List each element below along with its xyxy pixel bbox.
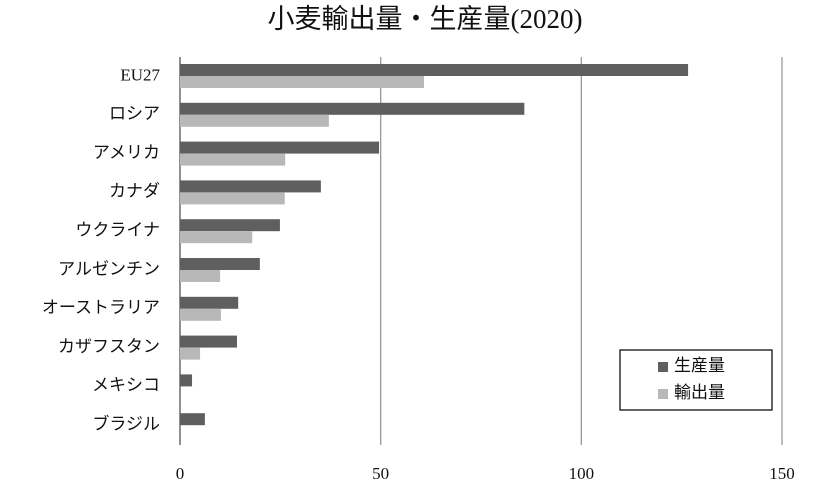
y-tick-label: EU27 bbox=[120, 65, 160, 84]
x-tick-label: 50 bbox=[372, 464, 389, 483]
bar bbox=[180, 64, 689, 76]
bar bbox=[180, 231, 253, 244]
legend-swatch bbox=[658, 362, 668, 372]
bar bbox=[180, 296, 239, 309]
bar bbox=[180, 102, 525, 115]
x-tick-label: 100 bbox=[569, 464, 595, 483]
bar bbox=[180, 308, 221, 321]
chart-title: 小麦輸出量・生産量(2020) bbox=[268, 4, 583, 34]
bar bbox=[180, 413, 205, 426]
y-tick-label: アルゼンチン bbox=[58, 259, 160, 278]
y-tick-label: オーストラリア bbox=[42, 298, 160, 317]
bar bbox=[180, 347, 201, 360]
y-tick-label: カザフスタン bbox=[58, 337, 160, 356]
y-tick-label: ブラジル bbox=[92, 414, 160, 434]
bar bbox=[180, 335, 237, 348]
legend-label: 輸出量 bbox=[674, 383, 725, 402]
bar bbox=[180, 219, 280, 232]
bar bbox=[180, 76, 425, 88]
y-tick-label: ウクライナ bbox=[75, 221, 160, 240]
legend-label: 生産量 bbox=[674, 356, 725, 375]
bar bbox=[180, 258, 260, 270]
legend-swatch bbox=[658, 389, 668, 399]
x-tick-label: 150 bbox=[769, 464, 795, 483]
x-tick-label: 0 bbox=[176, 464, 185, 483]
bar bbox=[180, 270, 221, 282]
bar bbox=[180, 374, 193, 387]
y-tick-label: メキシコ bbox=[92, 376, 160, 395]
y-tick-label: アメリカ bbox=[93, 143, 160, 162]
y-tick-label: カナダ bbox=[109, 182, 160, 201]
bar bbox=[180, 141, 380, 154]
legend-box bbox=[619, 349, 773, 411]
bar bbox=[180, 114, 329, 127]
bar bbox=[180, 153, 286, 166]
bar bbox=[180, 192, 285, 205]
y-tick-label: ロシア bbox=[109, 104, 160, 123]
bar bbox=[180, 180, 321, 193]
